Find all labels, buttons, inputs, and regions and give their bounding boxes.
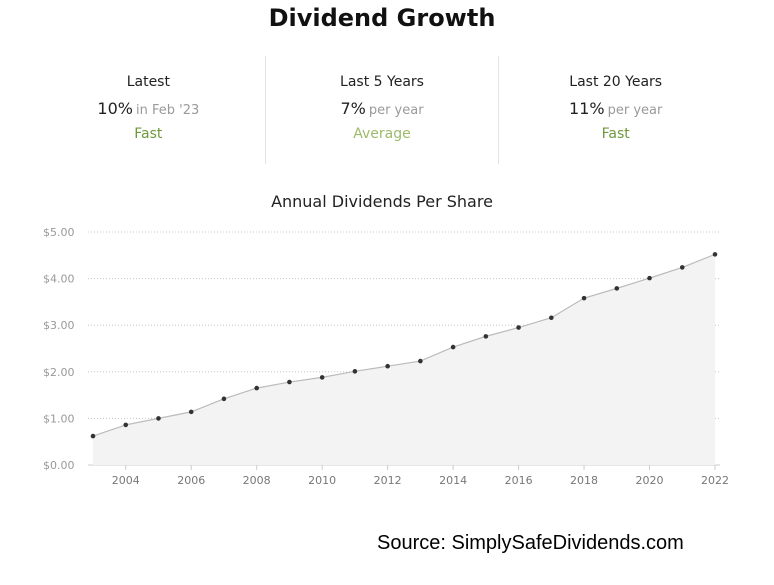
x-tick-label: 2022 (701, 474, 729, 487)
data-point (549, 315, 554, 321)
x-tick-label: 2018 (570, 474, 598, 487)
stat-rating: Fast (134, 126, 163, 142)
y-tick-label: $0.00 (43, 459, 75, 472)
x-tick-label: 2014 (439, 474, 467, 487)
stat-value: 10% (97, 99, 133, 118)
page-title: Dividend Growth (268, 4, 496, 32)
x-tick-label: 2016 (505, 474, 533, 487)
stat-label: Last 20 Years (569, 74, 663, 90)
data-point (418, 358, 423, 364)
stat-suffix: in Feb '23 (135, 103, 200, 118)
stat-value: 11% (569, 99, 605, 118)
stat-last-20-years: Last 20 Years 11% per year Fast (498, 56, 732, 164)
stat-rating: Fast (601, 126, 630, 142)
data-point (679, 265, 685, 270)
dividend-area (93, 254, 715, 465)
y-tick-label: $3.00 (43, 319, 75, 332)
data-point (614, 286, 620, 291)
dividend-line (92, 253, 716, 437)
dividend-stats: Latest 10% in Feb '23 Fast Last 5 Years 7… (32, 56, 732, 164)
data-point (287, 379, 292, 385)
dividends-chart: $0.00$1.00$2.00$3.00$4.00$5.00 2004 2006 2… (43, 226, 729, 487)
stat-label: Latest (126, 74, 170, 90)
stat-last-5-years: Last 5 Years 7% per year Average (264, 56, 499, 164)
x-tick-label: 2004 (112, 474, 140, 487)
x-tick-label: 2020 (636, 474, 664, 487)
y-axis-ticks: $0.00 $1.00 $2.00 $3.00 $4.00 $5.00 (43, 226, 75, 472)
data-point (221, 396, 227, 402)
data-points (90, 252, 718, 439)
data-point (647, 275, 652, 281)
data-point (516, 325, 521, 330)
x-axis-ticks: 2004 2006 2008 2010 2012 2014 2016 2018 2020 2022 (112, 465, 729, 487)
data-point (123, 422, 129, 428)
data-point (156, 416, 161, 421)
x-tick-label: 2008 (243, 474, 271, 487)
stat-value: 7% (340, 99, 366, 118)
x-tick-label: 2012 (374, 474, 402, 487)
source-credit: Source: SimplySafeDividends.com (377, 532, 684, 554)
y-tick-label: $1.00 (43, 412, 75, 425)
x-tick-label: 2006 (177, 474, 205, 487)
x-tick-label: 2010 (308, 474, 336, 487)
chart-title: Annual Dividends Per Share (271, 192, 493, 211)
data-point (254, 385, 259, 391)
data-point (581, 295, 587, 301)
data-point (385, 363, 390, 369)
data-point (450, 344, 456, 350)
data-point (319, 375, 325, 380)
data-point (712, 252, 718, 257)
data-point (188, 409, 194, 415)
data-point (90, 433, 96, 439)
stat-suffix: per year (607, 103, 663, 118)
y-tick-label: $2.00 (43, 366, 75, 379)
stat-rating: Average (353, 126, 411, 142)
stat-latest: Latest 10% in Feb '23 Fast (32, 56, 265, 164)
stat-suffix: per year (368, 103, 424, 118)
y-tick-label: $5.00 (43, 226, 75, 239)
y-tick-label: $4.00 (43, 273, 75, 286)
data-point (352, 369, 358, 374)
stat-label: Last 5 Years (340, 74, 424, 90)
data-point (483, 334, 489, 339)
